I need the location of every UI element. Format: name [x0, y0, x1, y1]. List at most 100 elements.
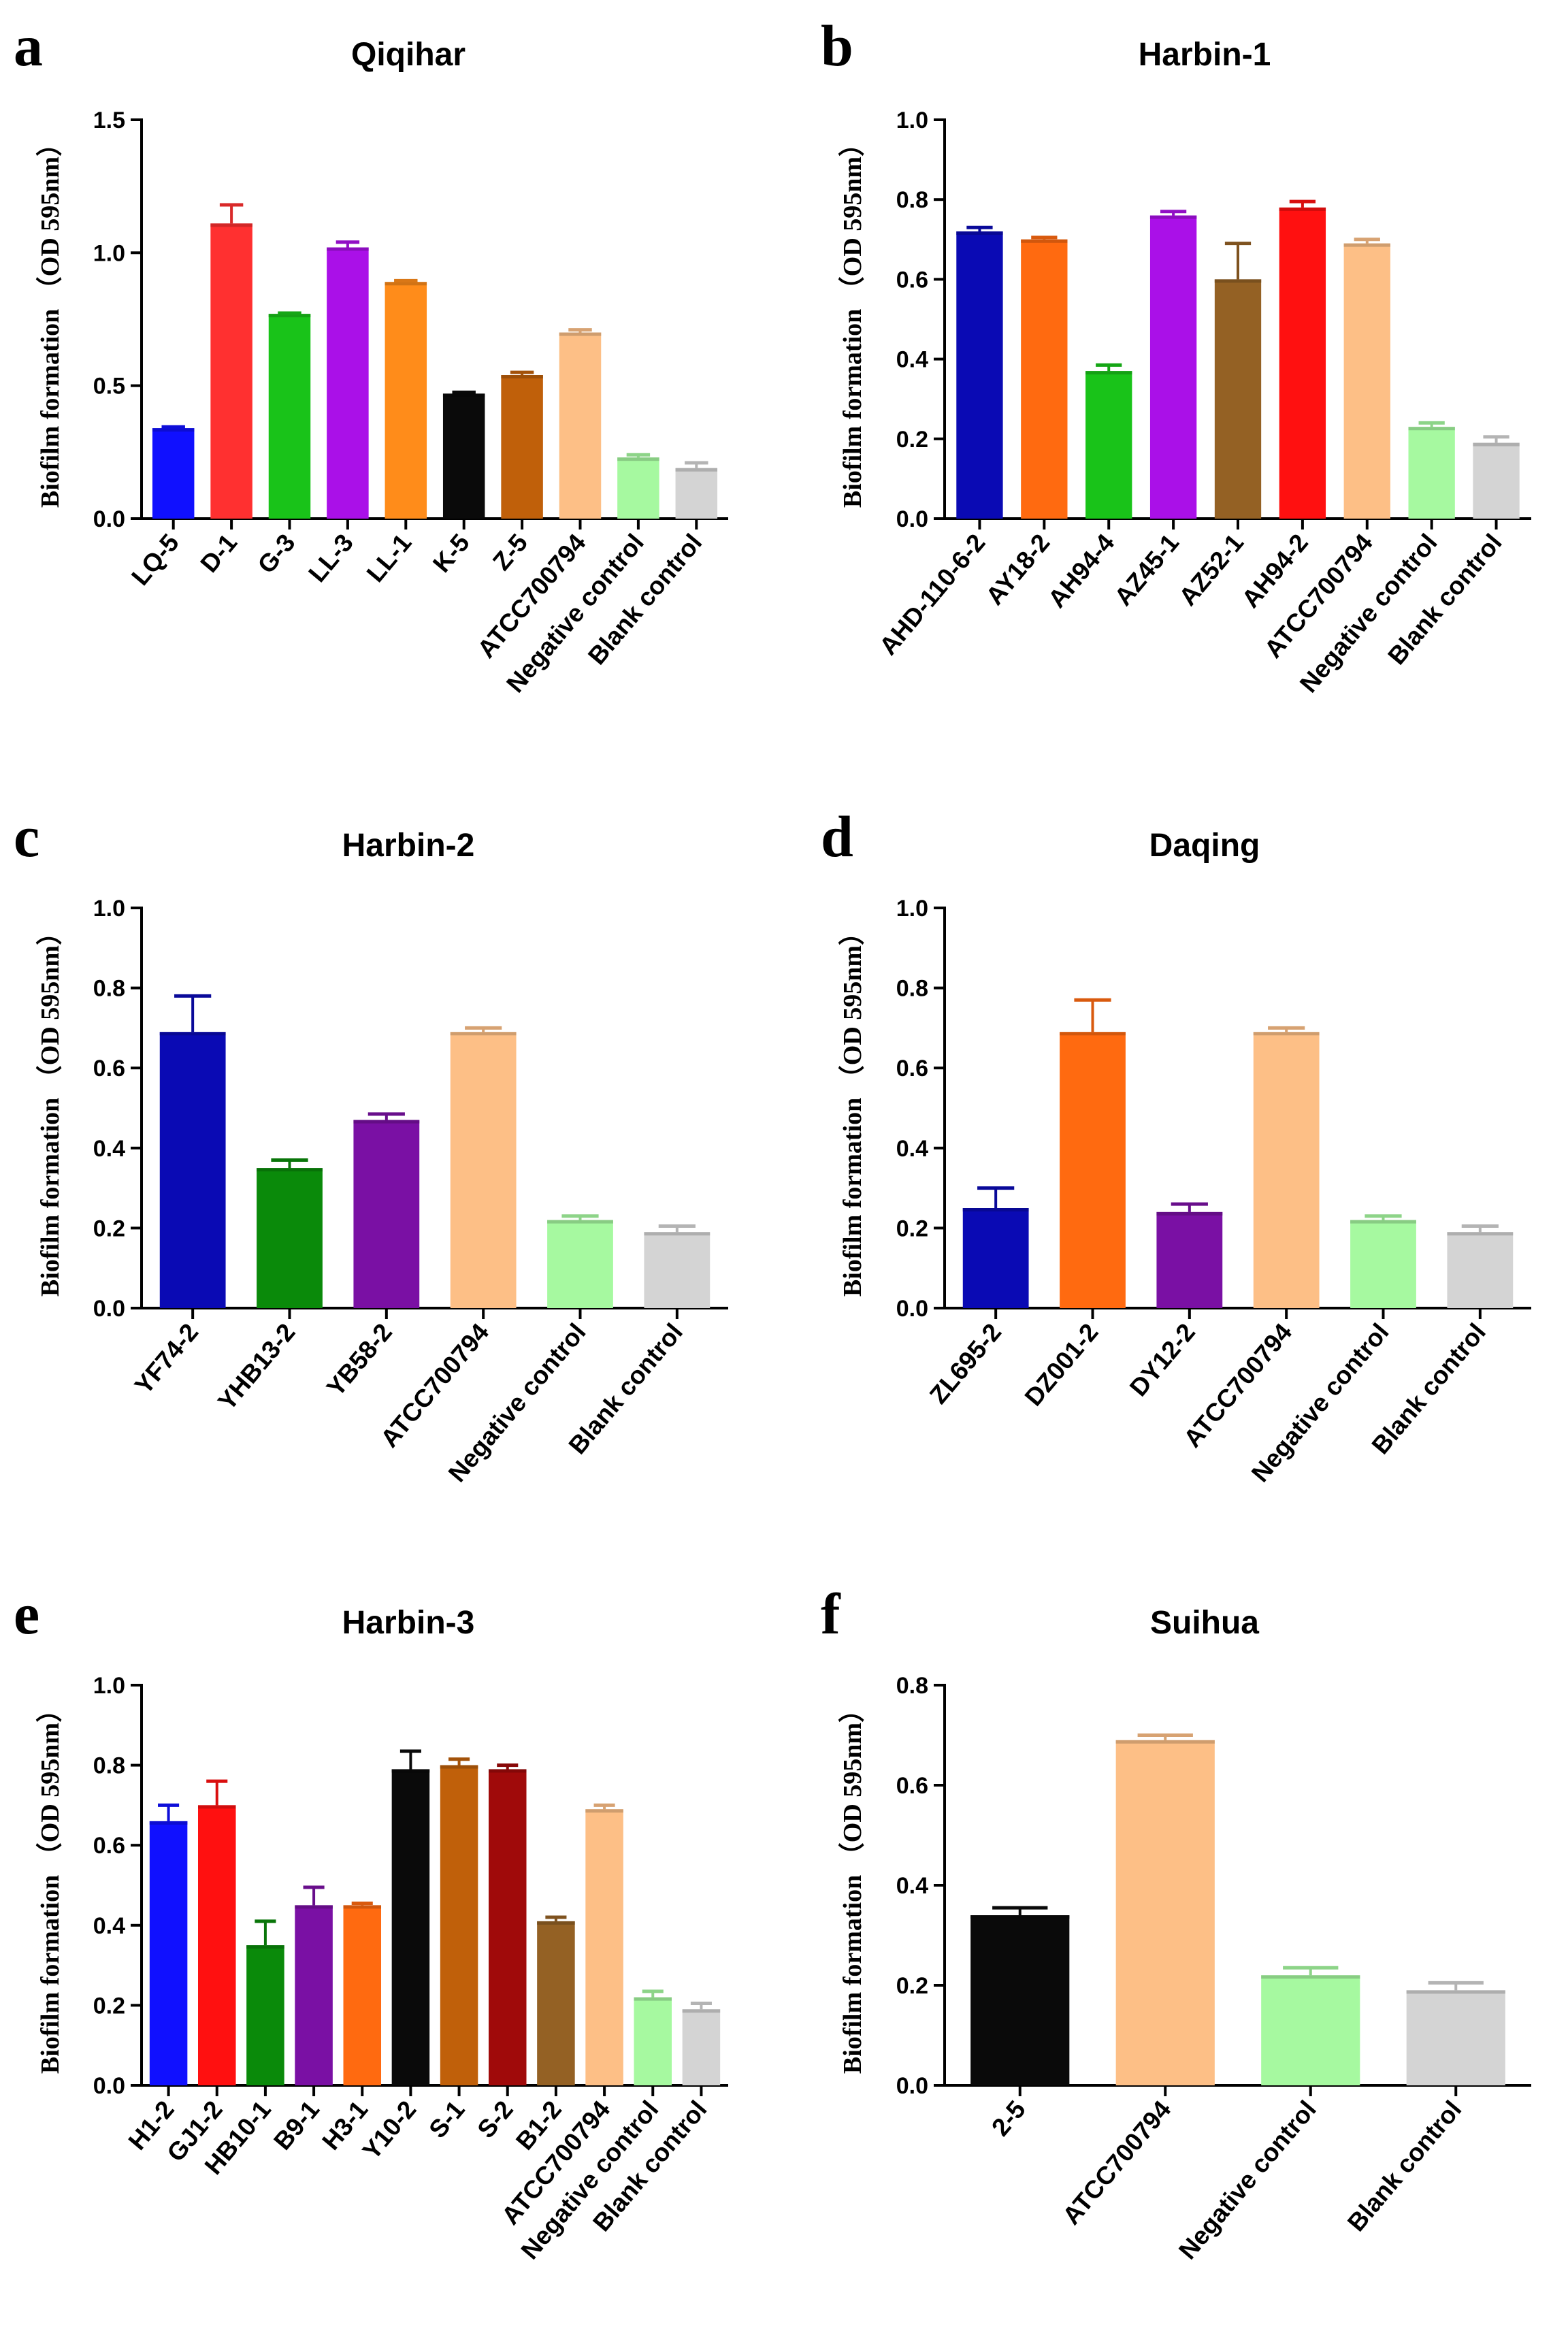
chart-title: Suihua [1150, 1605, 1259, 1641]
panels-layer: a Qiqihar Biofilm formation （OD 595nm） 0.0 0… [14, 13, 1531, 2264]
y-tick-label: 1.0 [896, 108, 928, 133]
chart-panel-b: b Harbin-1 Biofilm formation （OD 595nm） 0.0… [821, 13, 1531, 698]
x-tick-label: S-1 [423, 2096, 470, 2143]
bar-cap [1021, 239, 1068, 243]
bar-ahd-110-6-2 [956, 231, 1003, 519]
y-tick-label: 0.8 [896, 187, 928, 213]
y-tick-label: 0.0 [896, 2073, 928, 2099]
bar-cap [257, 1168, 323, 1172]
bar-negative-control [547, 1220, 613, 1308]
y-axis-label: Biofilm formation （OD 595nm） [838, 919, 867, 1297]
panel-letter-f: f [821, 1581, 841, 1646]
chart-panel-f: f Suihua Biofilm formation （OD 595nm） 0.0 0.… [821, 1581, 1531, 2264]
y-tick-label: 0.0 [93, 1296, 125, 1322]
chart-title: Daqing [1149, 828, 1260, 864]
x-tick-label: DY12-2 [1124, 1318, 1200, 1401]
x-tick-label: B9-1 [268, 2096, 325, 2155]
bar-blank-control [682, 2009, 721, 2085]
bar-cap [353, 1120, 420, 1124]
x-tick-label: AY18-2 [981, 529, 1056, 610]
chart-title: Harbin-3 [342, 1605, 475, 1641]
bar-cap [1085, 371, 1132, 375]
bar-cap [149, 1821, 188, 1825]
chart-title: Harbin-2 [342, 828, 475, 864]
bar-ll-1 [385, 282, 427, 519]
y-tick-label: 0.0 [896, 506, 928, 532]
x-tick-label: D-1 [195, 529, 242, 578]
x-tick-label: 2-5 [986, 2096, 1031, 2141]
chart-title: Qiqihar [351, 37, 466, 73]
bar-cap [1343, 243, 1390, 247]
bar-cap [295, 1905, 333, 1909]
bar-cap [450, 1032, 517, 1036]
bar-s-1 [440, 1765, 478, 2085]
x-tick-label: YF74-2 [129, 1318, 203, 1399]
bar-yb58-2 [353, 1120, 420, 1308]
y-tick-label: 0.4 [896, 1136, 928, 1162]
bar-cap [1115, 1740, 1215, 1744]
chart-panel-d: d Daqing Biofilm formation （OD 595nm） 0.0 0.… [821, 804, 1531, 1487]
bar-cap [210, 223, 252, 227]
y-tick-label: 0.6 [93, 1833, 125, 1859]
bar-s-2 [488, 1769, 527, 2085]
chart-title: Harbin-1 [1139, 37, 1271, 73]
y-tick-label: 1.0 [93, 896, 125, 922]
chart-panel-e: e Harbin-3 Biofilm formation （OD 595nm） 0.0… [14, 1581, 728, 2264]
bar-cap [246, 1945, 284, 1949]
bar-ay18-2 [1021, 239, 1068, 519]
bar-y10-2 [391, 1769, 430, 2085]
y-tick-label: 1.5 [93, 108, 125, 133]
bar-zl695-2 [962, 1208, 1029, 1308]
bar-atcc700794 [585, 1809, 623, 2085]
bar-d-1 [210, 223, 252, 519]
x-tick-label: Z-5 [487, 529, 533, 576]
y-tick-label: 1.0 [93, 240, 125, 266]
bar-cap [343, 1905, 382, 1909]
bar-cap [268, 314, 311, 318]
y-tick-label: 0.5 [93, 374, 125, 400]
bar-h1-2 [149, 1821, 188, 2085]
bar-dz001-2 [1060, 1032, 1126, 1308]
y-tick-label: 1.0 [93, 1673, 125, 1699]
bar-cap [1406, 1990, 1505, 1994]
bar-gj1-2 [197, 1805, 236, 2085]
bar-cap [1408, 427, 1455, 431]
y-tick-label: 0.2 [93, 1993, 125, 2019]
y-tick-label: 0.2 [93, 1216, 125, 1241]
x-tick-label: ATCC700794 [1057, 2095, 1176, 2230]
panel-letter-a: a [14, 13, 43, 78]
bar-atcc700794 [450, 1032, 517, 1308]
bar-cap [152, 428, 195, 432]
bar-az52-1 [1214, 279, 1262, 519]
bar-negative-control [617, 457, 659, 519]
bar-blank-control [675, 468, 718, 519]
bar-cap [327, 247, 369, 251]
bar-yhb13-2 [257, 1168, 323, 1308]
x-tick-label: G-3 [252, 529, 301, 579]
bar-2-5 [970, 1915, 1070, 2085]
bar-cap [634, 1997, 672, 2001]
bar-cap [1149, 215, 1197, 219]
bar-cap [682, 2009, 721, 2013]
y-tick-label: 0.6 [896, 267, 928, 293]
bar-ah94-2 [1279, 207, 1326, 519]
chart-panel-a: a Qiqihar Biofilm formation （OD 595nm） 0.0 0… [14, 13, 728, 698]
bar-cap [1473, 442, 1520, 446]
bar-cap [956, 231, 1003, 235]
bar-cap [675, 468, 718, 472]
bar-z-5 [501, 375, 543, 519]
bar-yf74-2 [159, 1032, 226, 1308]
bar-cap [1253, 1032, 1320, 1036]
y-tick-label: 0.4 [93, 1136, 125, 1162]
panel-letter-e: e [14, 1581, 39, 1646]
y-tick-label: 0.2 [896, 427, 928, 453]
bar-cap [488, 1769, 527, 1773]
bar-cap [547, 1220, 613, 1224]
x-tick-label: LL-3 [303, 529, 359, 587]
y-tick-label: 0.0 [93, 506, 125, 532]
x-tick-label: ZL695-2 [924, 1318, 1007, 1409]
y-tick-label: 0.8 [93, 1753, 125, 1779]
bar-cap [159, 1032, 226, 1036]
bar-k-5 [442, 393, 485, 519]
